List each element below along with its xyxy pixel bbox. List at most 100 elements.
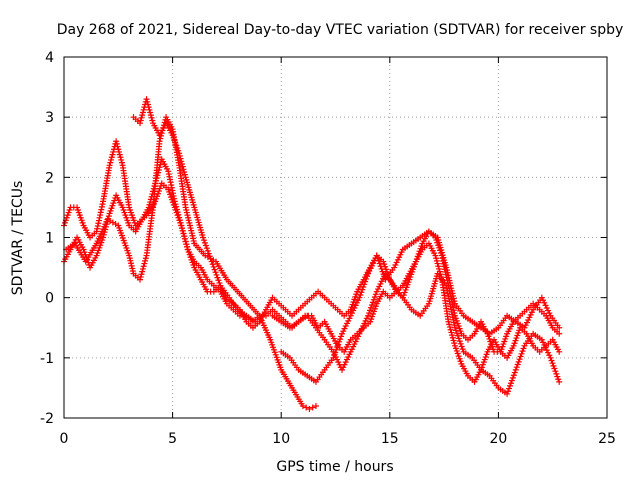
data-point xyxy=(380,271,387,278)
data-point xyxy=(445,318,452,325)
data-point xyxy=(206,253,213,260)
data-point xyxy=(513,364,520,371)
series-track-b xyxy=(61,138,563,355)
data-point xyxy=(184,243,191,250)
data-point xyxy=(118,159,125,166)
data-point xyxy=(376,260,383,267)
data-point xyxy=(454,332,461,339)
data-point xyxy=(550,362,557,369)
data-point xyxy=(369,299,376,306)
data-point xyxy=(139,265,146,272)
data-point xyxy=(433,255,440,262)
data-point xyxy=(176,150,183,157)
data-point xyxy=(446,321,453,328)
data-point xyxy=(216,279,223,286)
data-marks xyxy=(61,96,563,412)
data-point xyxy=(432,252,439,259)
data-point xyxy=(459,346,466,353)
data-point xyxy=(215,277,222,284)
data-point xyxy=(303,404,310,411)
data-point xyxy=(139,268,146,275)
data-point xyxy=(357,291,364,298)
y-tick-label: 0 xyxy=(45,291,54,307)
y-tick-label: 3 xyxy=(45,110,54,126)
data-point xyxy=(142,257,149,264)
data-point xyxy=(181,235,188,242)
data-point xyxy=(337,336,344,343)
data-point xyxy=(116,151,123,158)
data-point xyxy=(519,348,526,355)
data-point xyxy=(451,340,458,347)
data-point xyxy=(548,357,555,364)
data-point xyxy=(140,106,147,113)
data-point xyxy=(516,356,523,363)
data-point xyxy=(449,332,456,339)
data-point xyxy=(508,377,515,384)
data-point xyxy=(375,257,382,264)
data-point xyxy=(173,203,180,210)
data-point xyxy=(172,201,179,208)
data-point xyxy=(137,117,144,124)
data-point xyxy=(118,156,125,163)
data-point xyxy=(331,352,338,359)
data-point xyxy=(434,260,441,267)
data-point xyxy=(371,293,378,300)
data-point xyxy=(448,329,455,336)
data-point xyxy=(144,101,151,108)
data-point xyxy=(145,104,152,111)
data-point xyxy=(200,234,207,241)
data-point xyxy=(114,143,121,150)
data-point xyxy=(179,225,186,232)
data-point xyxy=(138,114,145,121)
data-point xyxy=(176,217,183,224)
data-point xyxy=(368,302,375,309)
data-point xyxy=(338,333,345,340)
data-point xyxy=(446,324,453,331)
plot-frame xyxy=(63,56,608,419)
data-point xyxy=(370,296,377,303)
data-point xyxy=(147,109,154,116)
data-point xyxy=(450,337,457,344)
data-point xyxy=(176,214,183,221)
data-point xyxy=(179,227,186,234)
data-point xyxy=(179,160,186,167)
data-point xyxy=(510,372,517,379)
data-point xyxy=(171,198,178,205)
y-tick-label: -1 xyxy=(40,351,54,367)
data-point xyxy=(113,138,120,145)
y-tick-label: 1 xyxy=(45,231,54,247)
data-point xyxy=(556,348,563,355)
data-point xyxy=(504,390,511,397)
data-point xyxy=(105,213,112,220)
data-point xyxy=(110,148,117,155)
data-point xyxy=(207,255,214,262)
data-point xyxy=(364,273,371,280)
series-track-d xyxy=(130,96,259,325)
x-tick-label: 25 xyxy=(598,431,616,447)
data-point xyxy=(139,112,146,119)
series-track-c xyxy=(63,114,319,412)
data-point xyxy=(203,245,210,252)
series-track-a xyxy=(61,180,563,385)
data-point xyxy=(139,109,146,116)
data-point xyxy=(176,152,183,159)
data-point xyxy=(377,263,384,270)
data-point xyxy=(507,380,514,387)
data-point xyxy=(520,345,527,352)
data-point xyxy=(148,114,155,121)
data-point xyxy=(137,276,144,283)
data-point xyxy=(100,231,107,238)
data-point xyxy=(177,155,184,162)
data-point xyxy=(517,353,524,360)
data-point xyxy=(205,250,212,257)
data-point xyxy=(181,171,188,178)
data-point xyxy=(336,338,343,345)
data-point xyxy=(178,158,185,165)
data-point xyxy=(458,343,465,350)
data-point xyxy=(334,344,341,351)
data-point xyxy=(140,263,147,270)
data-point xyxy=(146,106,153,113)
data-point xyxy=(178,222,185,229)
data-point xyxy=(447,326,454,333)
data-point xyxy=(356,294,363,301)
